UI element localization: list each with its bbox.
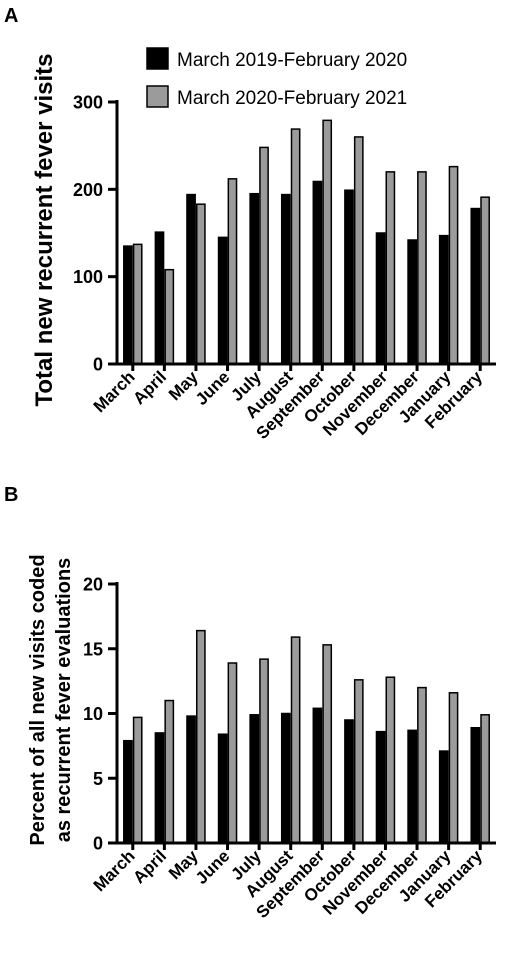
panel-a-label: A [4, 5, 18, 27]
bar-p0-s0-june [217, 236, 228, 365]
bar-p1-s1-april [164, 699, 175, 844]
bar-p1-s1-december [417, 686, 427, 844]
bar-p1-s1-september [322, 644, 333, 844]
bar-p0-s1-september [322, 119, 333, 365]
panel-a-legend: March 2019-February 2020 March 2020-Febr… [146, 47, 407, 109]
bar-p1-s0-february [470, 726, 481, 844]
bar-p0-s1-october [353, 136, 364, 365]
bar-p0-s0-september [312, 180, 323, 365]
bar-p0-s1-april [164, 268, 175, 365]
y-tick-label-p1-0: 0 [93, 834, 103, 854]
bar-p0-s0-november [375, 232, 386, 365]
bar-p1-s1-july [259, 658, 269, 844]
panel-b-label: B [4, 484, 18, 506]
panel-a-plot-area: 0100200300MarchAprilMayJuneJulyAugustSep… [73, 93, 496, 443]
y-tick-label-p0-300: 300 [73, 93, 103, 113]
legend-label-2019: March 2019-February 2020 [177, 50, 407, 71]
bar-p0-s1-august [290, 128, 301, 365]
panel-b-y-axis-title-line1: Percent of all new visits coded [27, 554, 49, 845]
bar-p1-s1-february [480, 714, 490, 844]
bar-p1-s0-november [375, 730, 386, 844]
bar-p1-s0-september [312, 707, 323, 844]
bar-p0-s0-december [407, 239, 418, 365]
bar-p1-s0-april [154, 732, 165, 844]
x-tick-label-p1-april: April [129, 846, 170, 887]
bar-p0-s1-november [385, 171, 396, 365]
bar-p0-s0-january [438, 234, 449, 365]
panel-b-plot-area: 05101520MarchAprilMayJuneJulyAugustSepte… [83, 575, 496, 922]
bar-p1-s1-october [353, 679, 364, 844]
panel-a-y-axis-title: Total new recurrent fever visits [31, 53, 58, 406]
bar-p1-s0-march [123, 739, 133, 844]
bar-p0-s0-february [470, 207, 481, 365]
panel-a-chart: A Total new recurrent fever visits March… [4, 5, 496, 443]
bar-p0-s0-march [123, 245, 133, 365]
legend-label-2020: March 2020-February 2021 [177, 88, 407, 109]
bar-p0-s1-march [132, 243, 143, 365]
bar-p0-s1-december [417, 171, 427, 365]
legend-swatch-2020 [146, 85, 169, 108]
bar-p0-s0-may [186, 193, 196, 365]
bar-p1-s0-august [280, 712, 291, 844]
y-tick-label-p1-5: 5 [93, 769, 103, 789]
y-tick-label-p0-200: 200 [73, 180, 103, 200]
bar-p1-s1-may [195, 629, 206, 844]
bar-p1-s0-may [186, 715, 196, 844]
bar-p0-s1-february [480, 196, 490, 365]
bar-p1-s0-june [217, 733, 228, 844]
y-tick-label-p1-20: 20 [83, 575, 103, 595]
x-tick-label-p1-june: June [192, 846, 233, 887]
x-tick-label-p0-june: June [192, 367, 233, 408]
bar-p0-s1-may [195, 203, 206, 365]
bar-p1-s1-june [227, 662, 238, 844]
bar-p0-s1-july [259, 146, 269, 365]
y-tick-label-p0-0: 0 [93, 355, 103, 375]
bar-p1-s1-august [290, 636, 301, 844]
bar-p0-s1-june [227, 178, 238, 365]
x-tick-label-p0-april: April [129, 367, 170, 408]
bar-p1-s1-march [132, 716, 143, 844]
bar-p1-s1-january [448, 692, 459, 844]
y-tick-label-p0-100: 100 [73, 267, 103, 287]
panel-b-chart: B Percent of all new visits coded as rec… [4, 484, 496, 922]
bar-p0-s0-july [249, 192, 260, 365]
bar-p0-s0-october [344, 189, 354, 365]
y-tick-label-p1-15: 15 [83, 639, 103, 659]
bar-p0-s0-april [154, 231, 165, 365]
bar-p1-s0-october [344, 719, 354, 844]
y-tick-label-p1-10: 10 [83, 704, 103, 724]
legend-swatch-2019 [146, 47, 169, 70]
bar-p1-s0-december [407, 729, 418, 844]
panel-b-y-axis-title-line2: as recurrent fever evaluations [53, 558, 75, 843]
bar-p1-s1-november [385, 676, 396, 844]
bar-p0-s0-august [280, 193, 291, 365]
bar-p0-s1-january [448, 165, 459, 365]
bar-p1-s0-january [438, 750, 449, 844]
bar-p1-s0-july [249, 714, 260, 844]
